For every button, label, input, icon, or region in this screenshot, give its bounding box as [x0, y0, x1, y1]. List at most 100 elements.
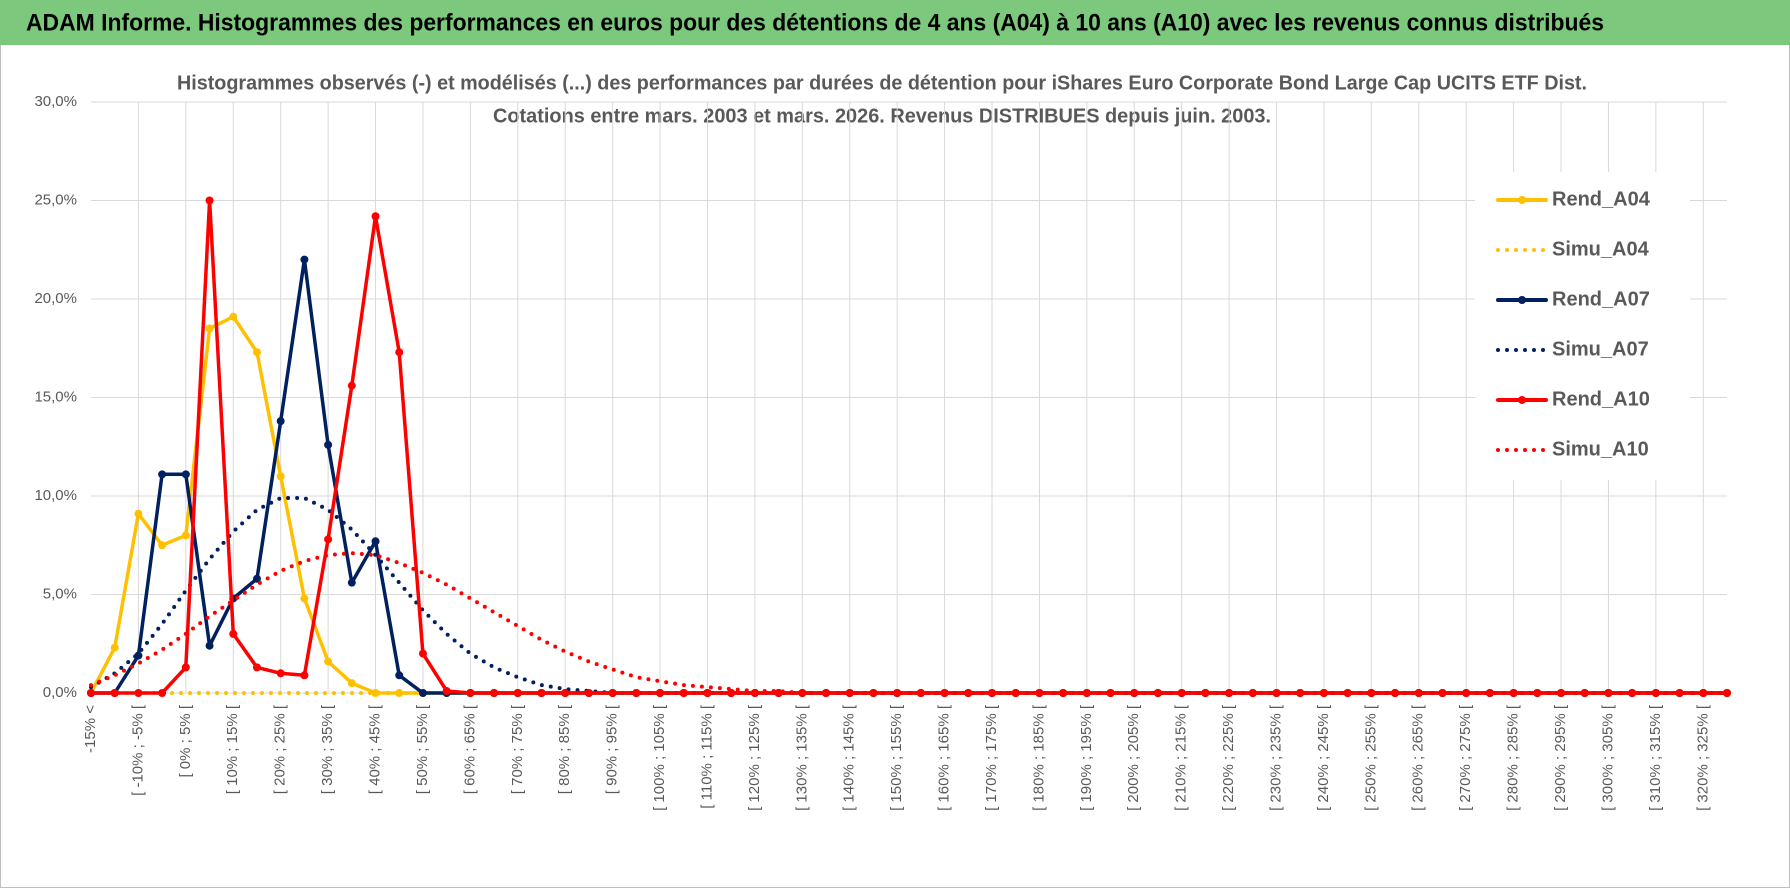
data-point	[679, 689, 688, 697]
x-tick-label: [ 30% ; 35% [	[319, 704, 336, 794]
legend-label: Rend_A10	[1552, 388, 1650, 410]
data-point	[537, 689, 546, 697]
data-point	[727, 689, 736, 697]
data-point	[703, 689, 712, 697]
data-point	[1106, 689, 1115, 697]
data-point	[158, 470, 167, 479]
data-point	[418, 689, 427, 697]
data-point	[347, 679, 356, 688]
data-point	[466, 689, 475, 697]
data-point	[158, 689, 167, 697]
x-tick-label: [ 200% ; 205% [	[1125, 704, 1142, 811]
chart-title: Histogrammes observés (-) et modélisés (…	[177, 72, 1587, 94]
data-point	[442, 687, 451, 696]
y-tick-label: 25,0%	[34, 191, 77, 208]
x-tick-label: [ 110% ; 115% [	[698, 704, 715, 809]
y-tick-label: 10,0%	[34, 487, 77, 504]
x-tick-label: [ 270% ; 275% [	[1457, 704, 1474, 811]
legend-label: Rend_A04	[1552, 188, 1651, 210]
x-tick-label: [ 60% ; 65% [	[461, 704, 478, 794]
x-tick-label: [ 170% ; 175% [	[983, 704, 1000, 811]
data-point	[893, 689, 902, 697]
data-point	[513, 689, 522, 697]
data-point	[1414, 689, 1423, 697]
data-point	[205, 196, 214, 205]
legend-label: Simu_A10	[1552, 438, 1649, 460]
x-tick-label: [ 0% ; 5% [	[177, 704, 194, 777]
data-point	[276, 669, 285, 678]
data-point	[916, 689, 925, 697]
banner-title: ADAM Informe. Histogrammes des performan…	[26, 9, 1604, 36]
data-point	[276, 417, 285, 426]
x-tick-label: [ 90% ; 95% [	[604, 704, 621, 794]
data-point	[1248, 689, 1257, 697]
data-point	[110, 689, 119, 697]
data-point	[134, 509, 143, 518]
data-point	[205, 641, 214, 650]
plot	[87, 196, 1731, 697]
data-point	[845, 689, 854, 697]
x-tick-label: [ 70% ; 75% [	[509, 704, 526, 794]
x-tick-label: [ 120% ; 125% [	[746, 704, 763, 811]
data-point	[252, 348, 261, 357]
data-point	[158, 541, 167, 550]
y-tick-label: 15,0%	[34, 388, 77, 405]
data-point	[181, 470, 190, 479]
data-point	[110, 643, 119, 652]
data-point	[181, 531, 190, 540]
data-point	[561, 689, 570, 697]
data-point	[1723, 689, 1731, 697]
data-point	[395, 671, 404, 680]
data-point	[964, 689, 973, 697]
data-point	[1035, 689, 1044, 697]
data-point	[1699, 689, 1708, 697]
x-tick-label: [ 140% ; 145% [	[841, 704, 858, 811]
x-tick-label: [ 250% ; 255% [	[1362, 704, 1379, 811]
data-point	[395, 348, 404, 357]
data-point	[347, 381, 356, 390]
x-tick-label: [ 130% ; 135% [	[793, 704, 810, 811]
legend-label: Simu_A04	[1552, 238, 1650, 260]
x-tick-label: [ -10% ; -5% [	[129, 704, 146, 796]
x-tick-label: [ 300% ; 305% [	[1599, 704, 1616, 811]
data-point	[1225, 689, 1234, 697]
x-tick-label: [ 190% ; 195% [	[1078, 704, 1095, 811]
x-tick-label: [ 20% ; 25% [	[272, 704, 289, 794]
y-tick-label: 0,0%	[43, 684, 77, 701]
legend-marker	[1518, 196, 1526, 204]
data-point	[371, 212, 380, 221]
x-tick-label: [ 100% ; 105% [	[651, 704, 668, 811]
x-tick-label: [ 240% ; 245% [	[1315, 704, 1332, 811]
x-tick-label: [ 180% ; 185% [	[1030, 704, 1047, 811]
chart-subtitle: Cotations entre mars. 2003 et mars. 2026…	[493, 105, 1271, 127]
data-point	[1177, 689, 1186, 697]
data-point	[1153, 689, 1162, 697]
data-point	[300, 255, 309, 264]
x-tick-label: [ 280% ; 285% [	[1505, 704, 1522, 811]
x-tick-label: [ 40% ; 45% [	[366, 704, 383, 794]
data-point	[774, 689, 783, 697]
data-point	[1628, 689, 1637, 697]
y-tick-label: 5,0%	[43, 585, 77, 602]
data-point	[324, 440, 333, 449]
data-point	[632, 689, 641, 697]
x-tick-label: [ 150% ; 155% [	[888, 704, 905, 811]
data-point	[87, 689, 95, 697]
legend-box	[1475, 172, 1690, 480]
legend-label: Rend_A07	[1552, 288, 1650, 310]
y-tick-label: 20,0%	[34, 290, 77, 307]
data-point	[181, 663, 190, 672]
data-point	[371, 537, 380, 546]
legend-marker	[1518, 296, 1526, 304]
grid: 0,0% 5,0% 10,0% 15,0% 20,0% 25,0% 30,0% -15% < […	[34, 93, 1727, 811]
data-point	[1367, 689, 1376, 697]
data-point	[1604, 689, 1613, 697]
data-point	[1675, 689, 1684, 697]
x-tick-label: [ 210% ; 215% [	[1173, 704, 1190, 811]
x-tick-label: [ 290% ; 295% [	[1552, 704, 1569, 811]
x-tick-label: [ 10% ; 15% [	[224, 704, 241, 794]
data-point	[300, 671, 309, 680]
data-point	[656, 689, 665, 697]
data-point	[395, 689, 404, 697]
x-tick-label: [ 50% ; 55% [	[414, 704, 431, 794]
